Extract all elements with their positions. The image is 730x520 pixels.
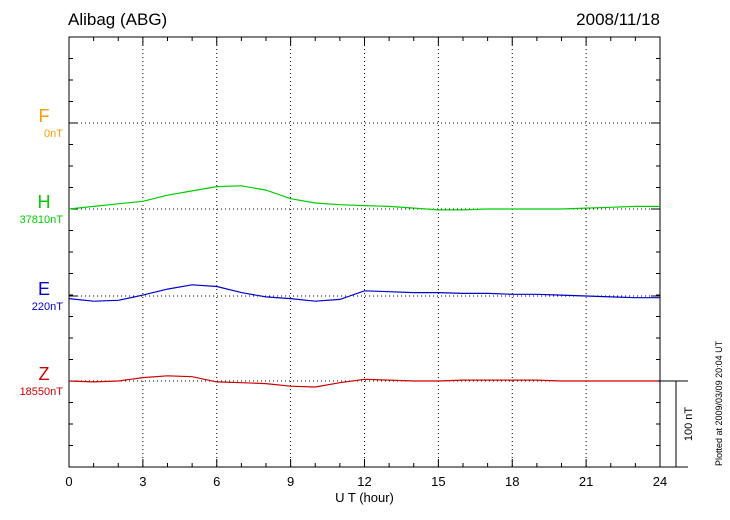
x-tick-label: 6 [213,474,220,489]
series-name-label: H [38,192,51,212]
x-tick-label: 9 [287,474,294,489]
date-title: 2008/11/18 [576,10,660,29]
x-tick-label: 3 [139,474,146,489]
series-baseline-label: 37810nT [20,214,64,226]
series-baseline-label: 18550nT [20,386,64,398]
series-line-z [68,375,660,388]
x-tick-label: 18 [505,474,519,489]
series-line-e [68,284,660,302]
x-tick-label: 15 [431,474,445,489]
series-baseline-label: 0nT [44,128,63,140]
series-name-label: F [39,106,50,126]
x-tick-label: 21 [579,474,593,489]
plot-timestamp-note: Plotted at 2009/03/09 20:04 UT [714,340,724,466]
series-baseline-label: 220nT [32,301,63,313]
series-name-label: E [38,279,50,299]
series-name-label: Z [39,364,50,384]
x-axis-label: U T (hour) [335,490,394,505]
x-tick-label: 12 [357,474,371,489]
scale-bar-label: 100 nT [683,407,695,442]
series-line-h [68,185,660,211]
station-title: Alibag (ABG) [68,10,168,29]
x-tick-label: 24 [653,474,667,489]
x-tick-label: 0 [65,474,72,489]
